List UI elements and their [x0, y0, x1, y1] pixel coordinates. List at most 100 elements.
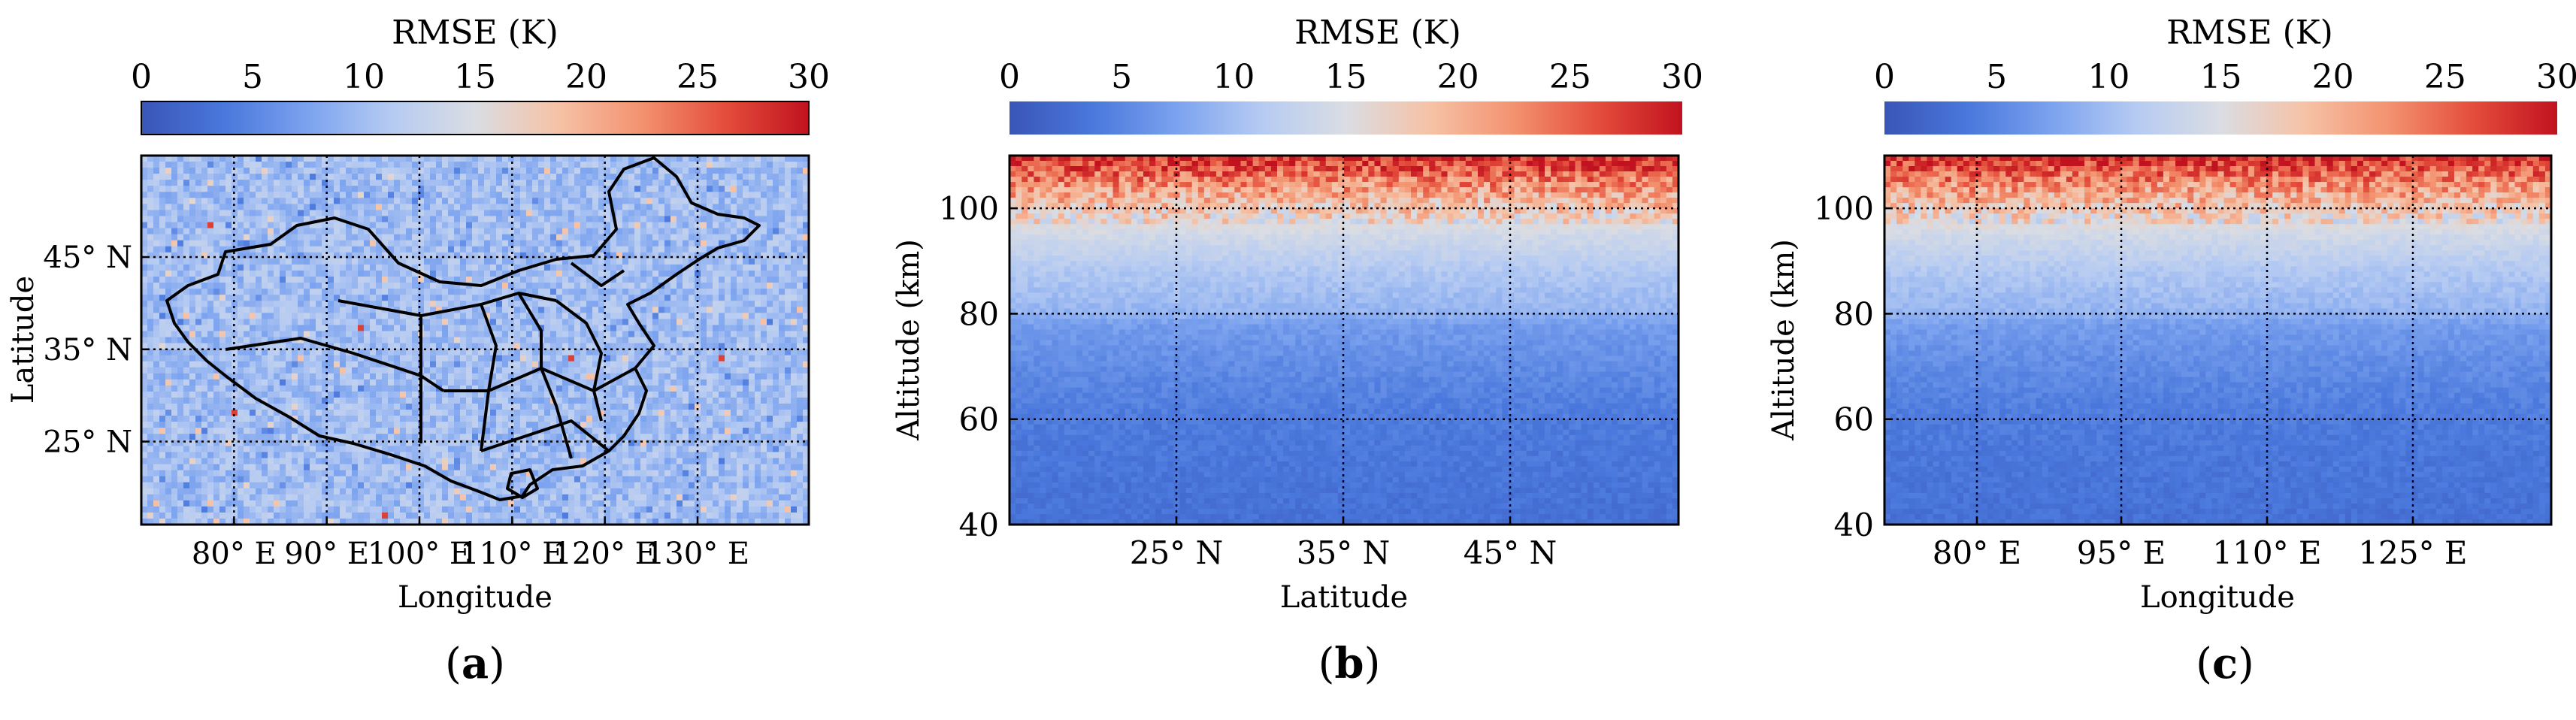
map-cell	[508, 349, 515, 356]
map-cell	[761, 186, 767, 192]
map-cell	[159, 264, 166, 271]
map-cell	[280, 168, 286, 174]
map-cell	[598, 313, 605, 319]
map-cell	[797, 404, 804, 410]
map-cell	[803, 192, 809, 198]
map-cell	[731, 379, 737, 386]
map-cell	[340, 331, 347, 338]
map-cell	[382, 404, 389, 410]
map-cell	[478, 174, 485, 180]
map-cell	[183, 210, 190, 217]
map-cell	[346, 252, 353, 259]
map-cell	[586, 410, 593, 416]
map-cell	[556, 319, 563, 325]
map-cell	[195, 385, 202, 392]
map-cell	[707, 270, 713, 277]
map-cell	[508, 198, 515, 204]
map-cell	[767, 301, 773, 307]
map-cell	[159, 283, 166, 289]
map-cell	[316, 416, 322, 422]
map-cell	[165, 379, 172, 386]
map-cell	[695, 246, 701, 253]
map-cell	[658, 246, 665, 253]
map-cell	[328, 234, 334, 241]
map-cell	[340, 337, 347, 344]
map-cell	[610, 295, 617, 301]
map-cell	[689, 404, 695, 410]
map-cell	[159, 397, 166, 404]
map-cell	[352, 204, 359, 211]
map-cell	[274, 222, 280, 229]
map-cell	[322, 210, 328, 217]
map-cell	[334, 319, 341, 325]
map-cell	[207, 301, 214, 307]
map-cell	[755, 349, 761, 356]
map-cell	[484, 186, 491, 192]
map-cell	[713, 301, 719, 307]
map-cell	[797, 162, 804, 168]
map-cell	[670, 156, 677, 162]
map-cell	[147, 186, 154, 192]
map-cell	[713, 168, 719, 174]
map-cell	[478, 367, 485, 374]
map-cell	[779, 162, 786, 168]
map-cell	[189, 391, 196, 398]
map-cell	[737, 240, 743, 247]
map-cell	[334, 397, 341, 404]
map-cell	[478, 228, 485, 235]
map-cell	[328, 319, 334, 325]
map-cell	[388, 228, 395, 235]
map-cell	[719, 276, 725, 283]
map-cell	[562, 222, 569, 229]
map-cell	[430, 222, 437, 229]
map-cell	[280, 313, 286, 319]
map-cell	[430, 361, 437, 368]
map-cell	[370, 307, 377, 313]
map-cell	[670, 361, 677, 368]
map-cell	[743, 397, 749, 404]
map-cell	[304, 204, 310, 211]
map-cell	[310, 204, 316, 211]
map-cell	[580, 367, 587, 374]
map-cell	[346, 246, 353, 253]
map-cell	[701, 276, 707, 283]
map-cell	[262, 240, 268, 247]
map-cell	[550, 416, 557, 422]
map-cell	[442, 162, 449, 168]
map-cell	[394, 198, 401, 204]
map-cell	[785, 319, 792, 325]
map-cell	[791, 379, 798, 386]
map-cell	[159, 379, 166, 386]
map-cell	[436, 355, 443, 362]
map-cell	[803, 156, 809, 162]
map-cell	[634, 397, 641, 404]
map-cell	[436, 391, 443, 398]
map-cell	[743, 301, 749, 307]
map-cell	[226, 404, 232, 410]
map-cell	[352, 258, 359, 265]
map-cell	[376, 270, 383, 277]
map-cell	[388, 283, 395, 289]
map-cell	[502, 349, 509, 356]
map-cell	[304, 289, 310, 295]
map-cell	[622, 349, 629, 356]
map-cell	[797, 301, 804, 307]
map-cell	[719, 228, 725, 235]
map-cell	[604, 289, 611, 295]
map-cell	[562, 228, 569, 235]
map-cell	[689, 416, 695, 422]
map-cell	[358, 168, 365, 174]
map-cell	[604, 240, 611, 247]
map-cell	[713, 174, 719, 180]
map-cell	[773, 252, 779, 259]
map-cell	[622, 307, 629, 313]
map-cell	[508, 397, 515, 404]
map-cell	[592, 222, 599, 229]
map-cell	[803, 391, 809, 398]
map-cell	[364, 240, 371, 247]
map-cell	[201, 246, 208, 253]
map-cell	[520, 270, 527, 277]
map-cell	[244, 391, 250, 398]
map-cell	[791, 325, 798, 332]
map-cell	[610, 325, 617, 332]
